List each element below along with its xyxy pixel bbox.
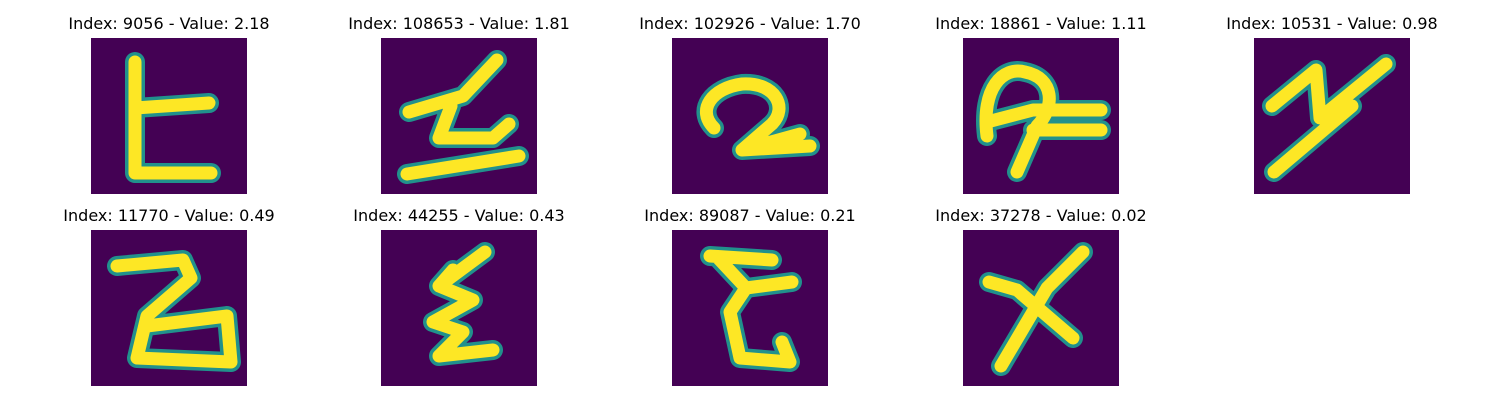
panel-title: Index: 10531 - Value: 0.98 [1226,14,1438,33]
panel-title: Index: 11770 - Value: 0.49 [63,206,275,225]
digit-image [963,38,1119,194]
digit-image [963,230,1119,386]
digit-image [1254,38,1410,194]
panel-title: Index: 9056 - Value: 2.18 [68,14,270,33]
digit-image [381,230,537,386]
digit-image [672,230,828,386]
digit-image [672,38,828,194]
digit-image [381,38,537,194]
panel-title: Index: 89087 - Value: 0.21 [644,206,856,225]
panel-title: Index: 102926 - Value: 1.70 [639,14,861,33]
panel-title: Index: 37278 - Value: 0.02 [935,206,1147,225]
panel-title: Index: 108653 - Value: 1.81 [348,14,570,33]
panel-title: Index: 18861 - Value: 1.11 [935,14,1147,33]
panel-title: Index: 44255 - Value: 0.43 [353,206,565,225]
digit-image [91,38,247,194]
digit-image [91,230,247,386]
